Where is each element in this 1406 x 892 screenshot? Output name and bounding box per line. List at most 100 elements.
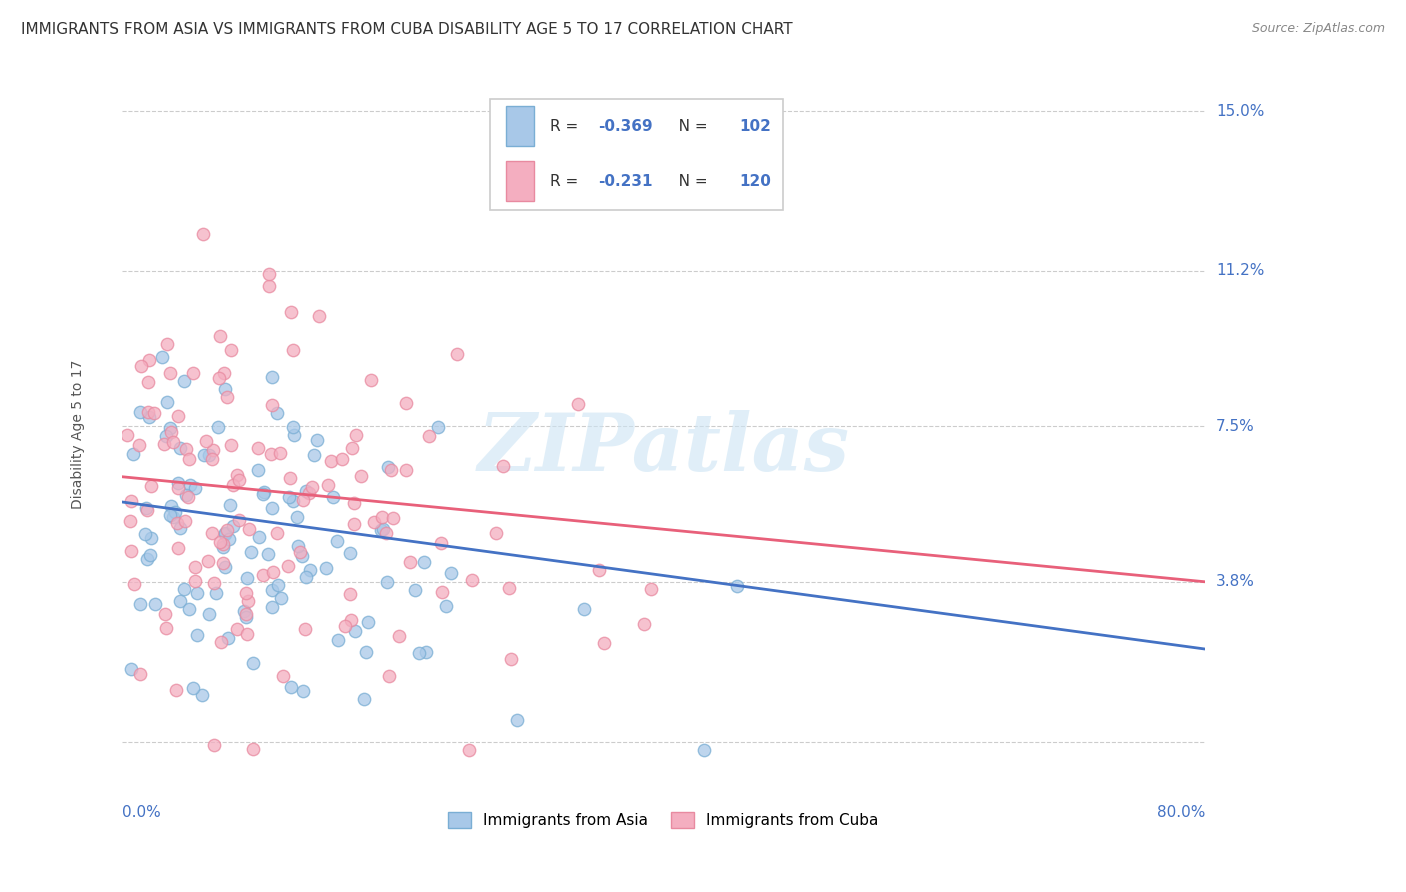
Point	[240, 545, 263, 559]
Point	[499, 652, 522, 666]
Point	[177, 490, 200, 504]
Point	[207, 419, 229, 434]
Point	[440, 566, 463, 581]
Point	[640, 582, 662, 597]
Text: 15.0%: 15.0%	[1216, 103, 1264, 119]
Point	[159, 499, 181, 513]
Point	[295, 484, 318, 499]
Point	[374, 526, 396, 541]
Point	[316, 478, 339, 492]
Point	[330, 452, 353, 467]
Point	[271, 669, 294, 683]
Text: 80.0%: 80.0%	[1157, 805, 1205, 820]
Point	[491, 458, 513, 473]
Point	[321, 491, 343, 505]
Point	[136, 405, 159, 419]
Point	[277, 558, 299, 573]
Point	[283, 428, 305, 442]
Point	[179, 451, 201, 466]
Point	[415, 645, 437, 659]
Point	[202, 575, 225, 590]
Point	[174, 488, 197, 502]
Point	[308, 309, 330, 323]
Point	[259, 267, 281, 281]
Point	[153, 607, 176, 622]
Point	[242, 656, 264, 670]
Point	[167, 541, 190, 556]
Point	[143, 597, 166, 611]
Point	[257, 548, 280, 562]
Point	[212, 541, 235, 555]
Point	[214, 526, 236, 541]
Point	[129, 666, 152, 681]
Point	[212, 556, 235, 570]
Point	[198, 607, 221, 621]
Point	[498, 581, 520, 595]
Point	[201, 443, 224, 458]
Point	[260, 447, 283, 461]
Text: R =: R =	[550, 119, 583, 134]
Point	[247, 441, 270, 455]
Point	[122, 447, 145, 461]
Point	[118, 515, 141, 529]
Point	[430, 536, 453, 550]
Point	[252, 567, 274, 582]
Point	[377, 575, 399, 590]
Text: R =: R =	[550, 174, 583, 188]
Point	[270, 591, 292, 605]
Point	[315, 561, 337, 575]
Point	[242, 741, 264, 756]
Point	[166, 516, 188, 530]
Point	[381, 511, 404, 525]
Text: Disability Age 5 to 17: Disability Age 5 to 17	[72, 360, 86, 509]
Point	[122, 577, 145, 591]
Point	[159, 425, 181, 439]
Point	[214, 559, 236, 574]
Point	[373, 522, 395, 536]
Point	[412, 555, 434, 569]
Point	[266, 578, 288, 592]
Point	[291, 549, 314, 564]
Point	[159, 421, 181, 435]
Point	[266, 525, 288, 540]
Point	[339, 546, 361, 560]
Point	[326, 633, 349, 648]
Point	[159, 508, 181, 522]
Text: -0.231: -0.231	[599, 174, 652, 188]
Point	[262, 600, 284, 615]
Point	[136, 376, 159, 390]
Text: 102: 102	[740, 119, 772, 134]
Point	[278, 491, 301, 505]
Point	[380, 463, 402, 477]
Point	[167, 481, 190, 495]
Text: 7.5%: 7.5%	[1216, 418, 1254, 434]
Point	[208, 371, 231, 385]
Point	[159, 366, 181, 380]
Point	[588, 563, 610, 577]
Point	[179, 602, 201, 616]
Text: 3.8%: 3.8%	[1216, 574, 1256, 590]
Point	[143, 407, 166, 421]
Point	[155, 622, 177, 636]
Text: N =: N =	[664, 119, 711, 134]
Point	[169, 441, 191, 455]
Point	[354, 645, 377, 659]
Point	[280, 680, 302, 694]
Point	[572, 602, 595, 616]
Point	[288, 545, 311, 559]
Point	[156, 394, 179, 409]
Point	[181, 681, 204, 695]
Point	[135, 503, 157, 517]
Point	[388, 630, 411, 644]
Point	[693, 743, 716, 757]
Point	[326, 533, 349, 548]
Point	[294, 570, 316, 584]
Point	[139, 479, 162, 493]
Point	[506, 713, 529, 727]
Point	[120, 544, 142, 558]
Point	[156, 336, 179, 351]
Point	[262, 501, 284, 516]
Point	[461, 573, 484, 587]
Point	[408, 646, 430, 660]
Point	[305, 433, 328, 447]
